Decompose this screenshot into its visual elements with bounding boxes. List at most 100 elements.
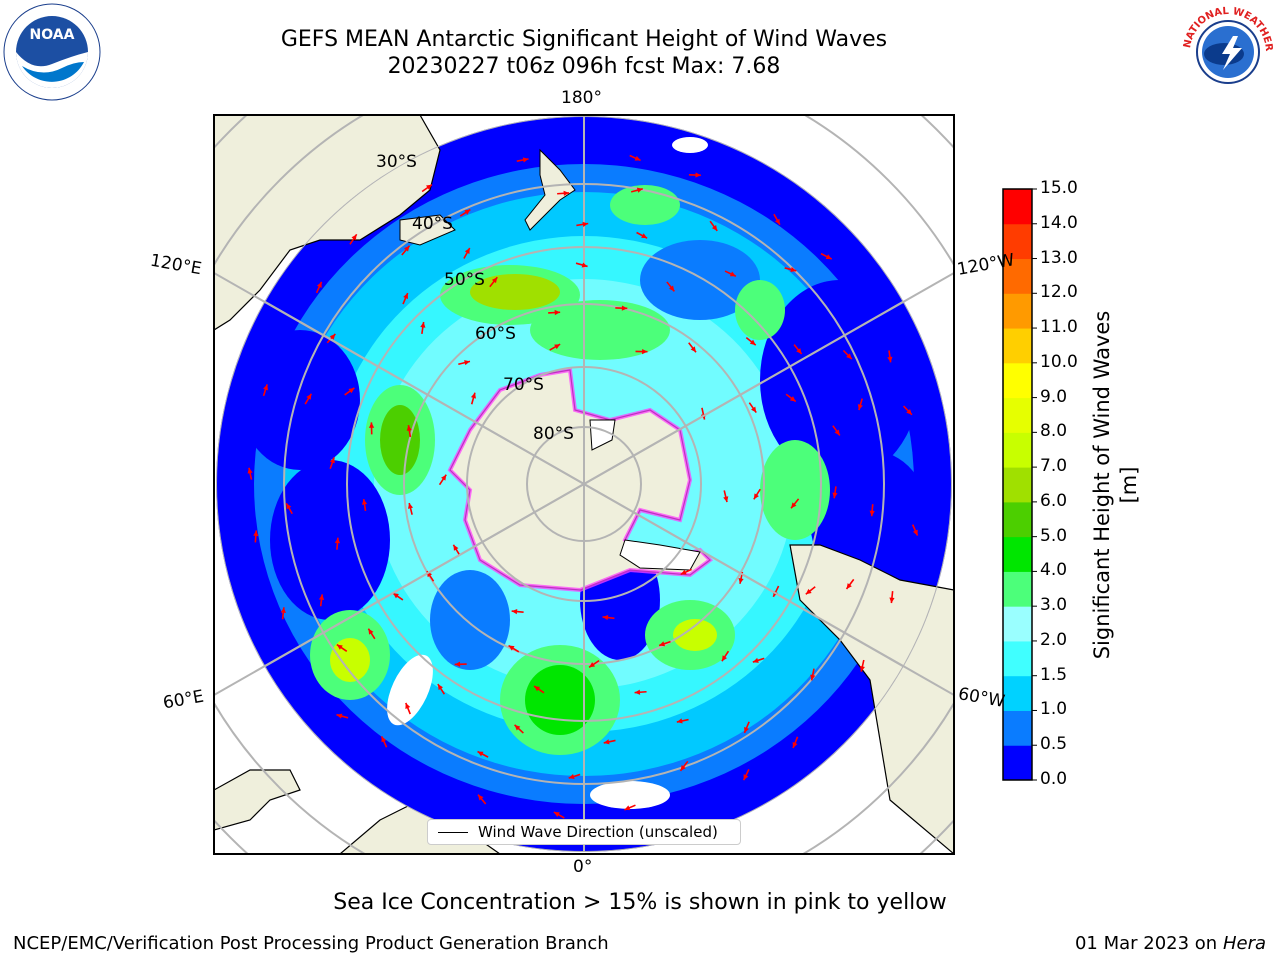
wave-arrow-head xyxy=(368,422,375,428)
colorbar-tick-label: 15.0 xyxy=(1040,178,1078,198)
wave-arrow-head xyxy=(454,661,461,667)
colorbar-segment xyxy=(1003,189,1032,225)
wave-arrow-head xyxy=(634,689,641,695)
wave-arrow-head xyxy=(791,502,797,509)
wave-arrow-head xyxy=(253,530,259,537)
wave-arrow-head xyxy=(306,393,312,400)
map-subtitle-forecast: 20230227 t06z 096h fcst Max: 7.68 xyxy=(387,54,781,79)
wave-arrow-head xyxy=(404,245,410,252)
wave-arrow-head xyxy=(441,474,447,481)
wave-arrow-head xyxy=(887,356,893,363)
colorbar-tick-label: 12.0 xyxy=(1040,282,1078,303)
footer-date: 01 Mar 2023 on Hera xyxy=(1075,933,1266,954)
wave-arrow-head xyxy=(329,457,335,464)
lon-label-bottom: 0° xyxy=(573,857,593,877)
colorbar-segment xyxy=(1003,258,1032,294)
colorbar-segment xyxy=(1003,536,1032,572)
wave-arrow-head xyxy=(603,739,610,745)
wave-arrow-head xyxy=(810,674,816,681)
colorbar-tick-label: 11.0 xyxy=(1040,317,1078,338)
wave-arrow-head xyxy=(789,396,796,402)
wave-arrow-head xyxy=(348,387,355,394)
wave-arrow-head xyxy=(554,309,561,316)
wave-arrow-head xyxy=(316,281,322,288)
colorbar-segment xyxy=(1003,710,1032,746)
wave-arrow-head xyxy=(668,285,675,292)
wave-arrow-head xyxy=(869,510,875,517)
colorbar-segment xyxy=(1003,293,1032,329)
colorbar-tick-label: 10.0 xyxy=(1040,351,1078,372)
svg-text:NOAA: NOAA xyxy=(30,27,75,43)
wave-arrow-head xyxy=(478,794,484,801)
colorbar-label: Significant Height of Wind Waves [m] xyxy=(1090,310,1141,660)
lat-label-60s: 60°S xyxy=(475,324,516,344)
wave-arrow-head xyxy=(659,641,666,647)
wave-arrow-head xyxy=(514,724,521,731)
map-legend: Wind Wave Direction (unscaled) xyxy=(427,819,741,845)
colorbar-tick-label: 8.0 xyxy=(1040,421,1068,442)
wave-arrow-head xyxy=(729,271,736,277)
noaa-logo: NOAA xyxy=(2,2,102,102)
wave-arrow-head xyxy=(534,686,541,692)
wave-arrow-head xyxy=(420,322,426,328)
wave-arrow-head xyxy=(723,496,729,503)
colorbar-tick-label: 14.0 xyxy=(1040,212,1078,233)
colorbar-segment xyxy=(1003,606,1032,642)
wave-arrow-head xyxy=(522,157,529,163)
wave-arrow-head xyxy=(453,544,459,551)
wave-arrow-head xyxy=(336,713,343,719)
wave-arrow-head xyxy=(405,702,411,709)
wave-arrow-head xyxy=(437,684,443,691)
wave-arrow-head xyxy=(790,266,797,273)
wave-arrow-head xyxy=(743,774,749,781)
wave-arrow-head xyxy=(642,348,648,355)
wave-arrow-head xyxy=(336,644,343,650)
wave-arrow-head xyxy=(464,360,470,366)
colorbar xyxy=(1002,188,1037,781)
wave-arrow-head xyxy=(695,172,701,178)
wave-arrow-head xyxy=(621,305,628,311)
wave-arrow-head xyxy=(286,503,292,510)
colorbar-frame xyxy=(1002,188,1033,781)
wave-arrow-head xyxy=(859,665,865,672)
wave-arrow-head xyxy=(554,344,561,350)
wave-arrow-head xyxy=(263,384,269,391)
colorbar-tick-label: 13.0 xyxy=(1040,247,1078,268)
wave-arrow-head xyxy=(846,353,852,360)
wave-arrow-head xyxy=(753,493,759,500)
lat-label-30s: 30°S xyxy=(376,152,417,172)
footer-producer: NCEP/EMC/Verification Post Processing Pr… xyxy=(13,933,609,954)
wave-arrow-head xyxy=(805,588,812,595)
wave-arrow-head xyxy=(792,741,798,748)
wave-arrow-head xyxy=(749,339,756,346)
wave-arrow-head xyxy=(464,247,470,254)
wave-arrow-head xyxy=(752,657,759,663)
colorbar-tick-label: 5.0 xyxy=(1040,525,1068,546)
colorbar-segment xyxy=(1003,223,1032,260)
legend-label: Wind Wave Direction (unscaled) xyxy=(478,823,718,841)
wave-arrow-head xyxy=(857,404,863,411)
wave-arrow-head xyxy=(889,597,895,604)
footer-date-text: 01 Mar 2023 on xyxy=(1074,933,1218,954)
wave-arrow-head xyxy=(392,593,399,599)
colorbar-tick-label: 4.0 xyxy=(1040,560,1068,581)
lat-label-40s: 40°S xyxy=(412,214,453,234)
colorbar-segment xyxy=(1003,362,1032,399)
colorbar-tick-label: 3.0 xyxy=(1040,595,1068,616)
wave-arrow-head xyxy=(711,224,718,231)
legend-line-icon xyxy=(438,832,468,833)
wave-arrow-head xyxy=(825,254,832,260)
colorbar-segment xyxy=(1003,328,1032,364)
wave-arrow-head xyxy=(738,577,744,584)
wave-arrow-head xyxy=(832,492,838,499)
wave-arrow-head xyxy=(690,346,696,353)
wave-arrow-head xyxy=(589,662,596,668)
wave-arrow-head xyxy=(906,409,912,415)
wave-arrow-head xyxy=(912,529,918,536)
wave-arrow-head xyxy=(426,184,432,190)
wave-arrow-head xyxy=(403,293,408,300)
wave-arrow-head xyxy=(406,425,412,431)
colorbar-segment xyxy=(1003,467,1032,503)
wave-arrow-head xyxy=(568,774,575,779)
wave-arrow-head xyxy=(511,609,518,615)
